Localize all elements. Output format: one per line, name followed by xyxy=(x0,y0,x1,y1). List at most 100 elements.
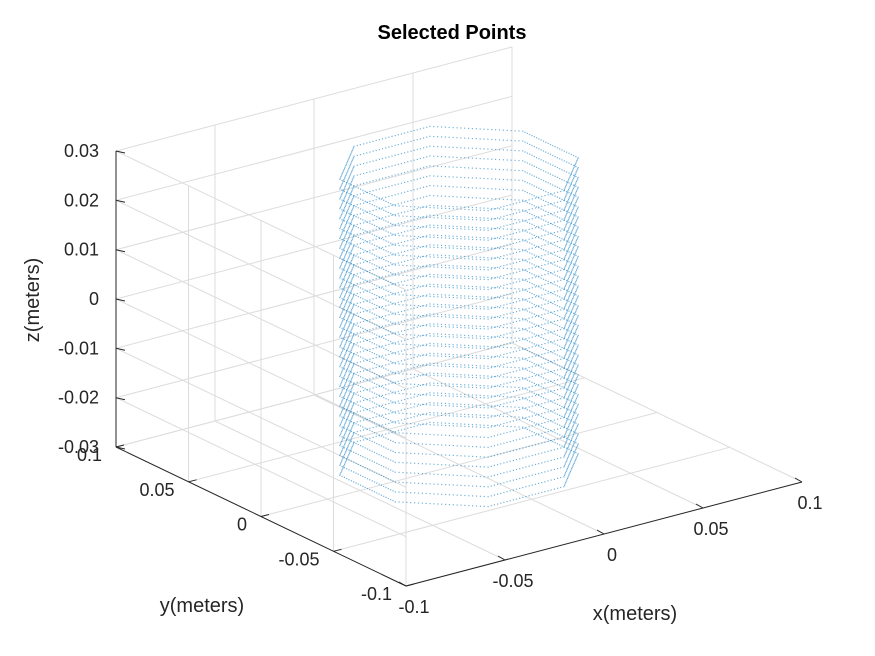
data-point xyxy=(491,375,493,377)
data-point xyxy=(468,347,470,349)
data-point xyxy=(559,375,561,377)
data-point xyxy=(421,384,423,386)
data-point xyxy=(345,400,347,402)
data-point xyxy=(557,310,559,312)
data-point xyxy=(533,323,535,325)
data-point xyxy=(567,259,569,261)
data-point xyxy=(487,306,489,308)
data-point xyxy=(564,276,566,278)
data-point xyxy=(433,276,435,278)
data-point xyxy=(419,246,421,248)
data-point xyxy=(554,304,556,306)
data-point xyxy=(437,274,439,276)
data-point xyxy=(445,296,447,298)
data-point xyxy=(452,435,454,437)
data-point xyxy=(573,374,575,376)
data-point xyxy=(487,257,489,259)
data-point xyxy=(566,437,568,439)
data-point xyxy=(407,427,409,429)
data-point xyxy=(350,201,352,204)
data-point xyxy=(394,204,396,206)
data-point xyxy=(522,289,524,291)
data-point xyxy=(352,326,354,328)
data-point xyxy=(568,396,570,398)
data-point xyxy=(460,393,462,395)
data-point xyxy=(534,306,537,308)
data-point xyxy=(479,347,481,349)
data-point xyxy=(448,306,450,308)
data-point xyxy=(352,235,355,238)
data-point xyxy=(479,315,481,318)
data-point xyxy=(341,312,343,314)
data-point xyxy=(475,505,478,507)
data-point xyxy=(528,307,530,309)
data-point xyxy=(564,443,566,445)
data-point xyxy=(407,348,409,350)
data-point xyxy=(341,271,343,273)
data-point xyxy=(353,451,355,453)
data-point xyxy=(483,476,485,478)
data-point xyxy=(479,256,481,258)
data-point xyxy=(378,266,380,268)
data-point xyxy=(433,392,435,394)
data-point xyxy=(510,426,512,428)
data-point xyxy=(371,243,373,245)
data-point xyxy=(353,303,355,305)
data-point xyxy=(448,324,450,326)
data-point xyxy=(575,313,577,316)
data-point xyxy=(569,393,571,395)
data-point xyxy=(387,359,389,361)
x-tick-mark xyxy=(398,581,407,587)
data-point xyxy=(394,363,396,365)
data-point xyxy=(553,389,555,392)
data-point xyxy=(570,331,572,333)
data-point xyxy=(383,495,385,497)
data-point xyxy=(425,295,427,297)
data-point xyxy=(390,291,392,293)
data-point xyxy=(429,433,431,436)
data-point xyxy=(433,185,435,187)
data-point xyxy=(429,453,431,455)
data-point xyxy=(533,313,535,315)
data-point xyxy=(345,212,347,215)
data-point xyxy=(563,308,565,310)
data-point xyxy=(344,294,346,296)
data-point xyxy=(452,297,454,299)
data-point xyxy=(575,320,577,322)
data-point xyxy=(512,380,514,383)
data-point xyxy=(545,388,547,390)
data-point xyxy=(502,208,504,210)
data-point xyxy=(429,342,431,345)
data-point xyxy=(568,246,570,248)
data-point xyxy=(522,239,524,241)
data-point xyxy=(342,300,344,302)
data-point xyxy=(522,309,524,311)
data-point xyxy=(522,298,524,300)
data-point xyxy=(398,264,400,266)
data-point xyxy=(568,463,570,466)
data-point xyxy=(559,296,561,298)
data-point xyxy=(554,215,556,217)
data-point xyxy=(538,365,540,367)
data-point xyxy=(573,441,575,443)
data-point xyxy=(534,444,537,446)
data-point xyxy=(464,396,466,398)
data-point xyxy=(369,427,371,429)
data-point xyxy=(560,368,562,370)
data-point xyxy=(355,403,357,405)
data-point xyxy=(573,275,575,277)
data-point xyxy=(536,245,538,247)
data-point xyxy=(366,379,369,381)
data-point xyxy=(468,187,470,189)
data-point xyxy=(564,453,566,455)
data-point xyxy=(491,346,493,348)
data-point xyxy=(572,278,574,280)
data-point xyxy=(392,401,394,403)
data-point xyxy=(524,427,526,429)
data-point xyxy=(363,241,365,244)
data-point xyxy=(487,247,489,249)
data-point xyxy=(471,206,473,209)
data-point xyxy=(400,389,403,391)
data-point xyxy=(364,378,366,380)
data-point xyxy=(573,433,575,435)
